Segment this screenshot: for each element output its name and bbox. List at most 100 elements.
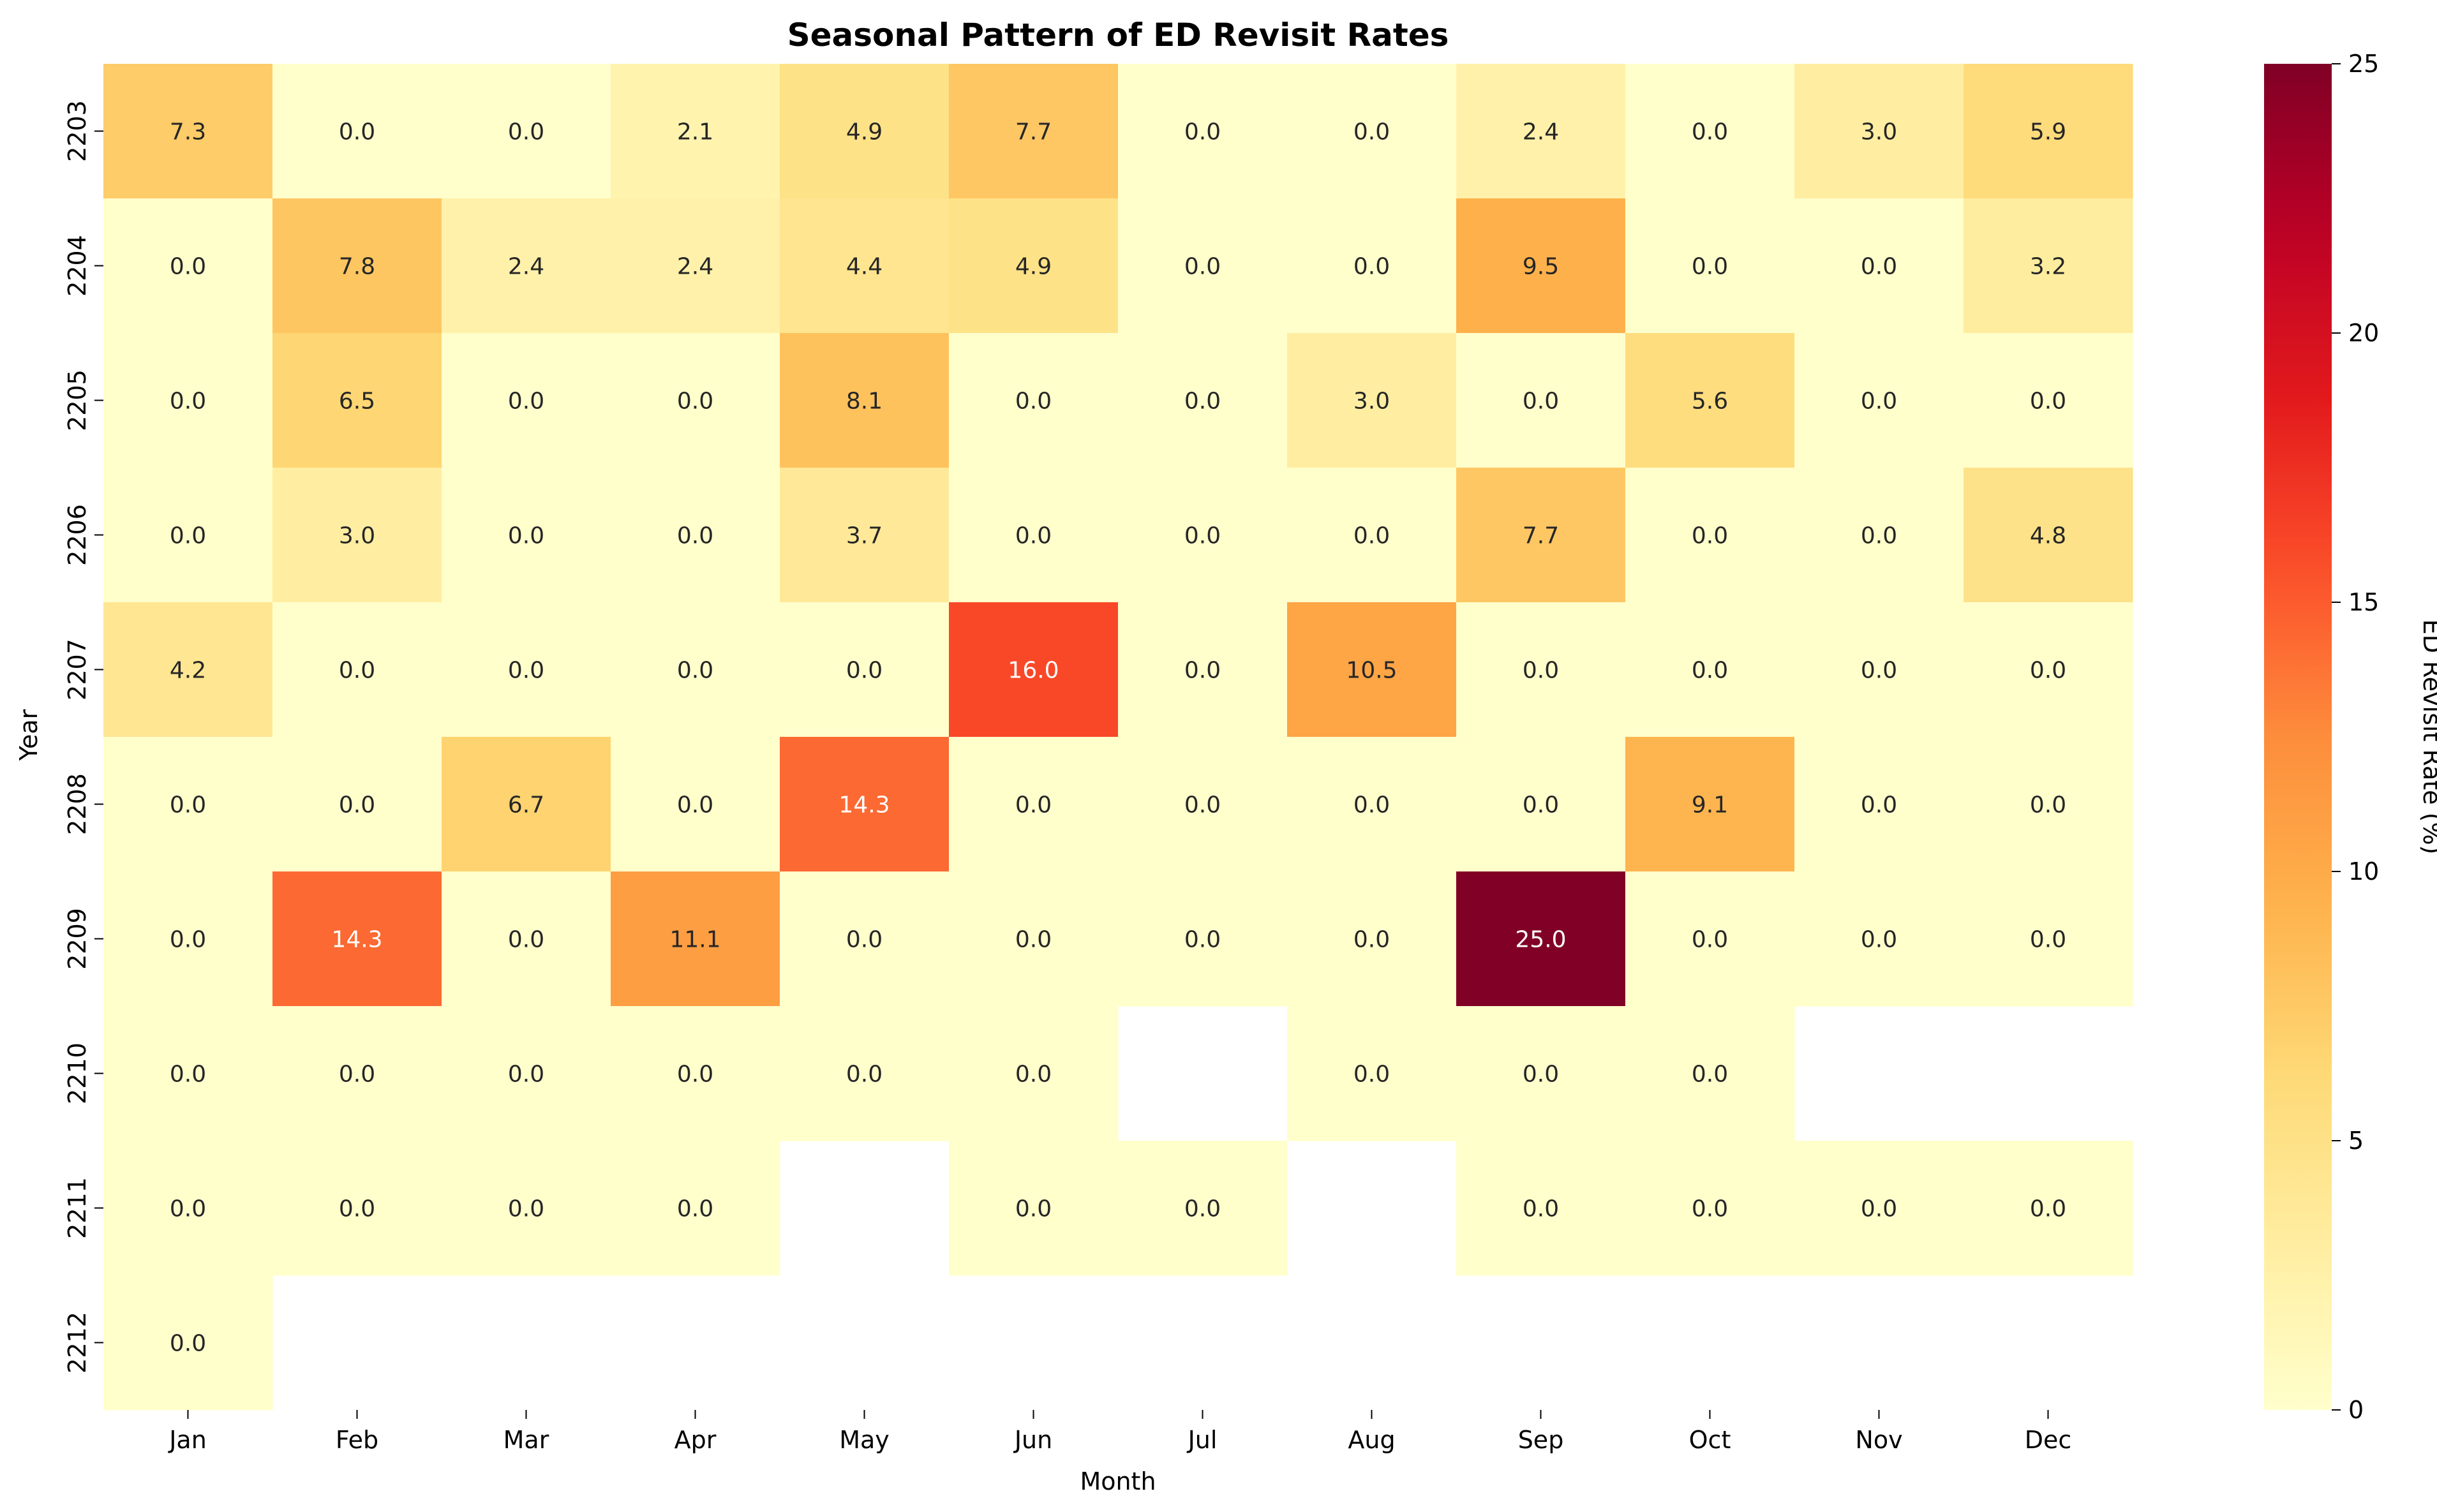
cell-value-label: 0.0 bbox=[170, 254, 206, 280]
cell-value-label: 2.1 bbox=[677, 119, 713, 145]
cell-value-label: 5.6 bbox=[1692, 389, 1728, 415]
cell-value-label: 0.0 bbox=[846, 658, 883, 684]
cell-value-label: 9.1 bbox=[1692, 792, 1728, 819]
cell-value-label: 0.0 bbox=[1015, 389, 1052, 415]
y-tick-label: 2211 bbox=[63, 1177, 91, 1239]
heatmap-cell bbox=[272, 871, 442, 1007]
cell-value-label: 0.0 bbox=[1353, 1062, 1390, 1088]
heatmap-cell bbox=[1118, 602, 1288, 737]
heatmap-cell bbox=[949, 1141, 1119, 1276]
cell-value-label: 0.0 bbox=[1861, 658, 1897, 684]
heatmap-cell bbox=[1456, 871, 1626, 1007]
heatmap-cell bbox=[611, 737, 780, 872]
heatmap-cell bbox=[272, 1006, 442, 1141]
heatmap-cell bbox=[442, 468, 611, 603]
cell-value-label: 0.0 bbox=[1692, 1062, 1728, 1088]
x-tick-label: Sep bbox=[1518, 1426, 1564, 1454]
cell-value-label: 0.0 bbox=[1015, 1062, 1052, 1088]
cell-value-label: 0.0 bbox=[1015, 927, 1052, 953]
x-tick-label: Mar bbox=[503, 1426, 549, 1454]
cell-value-label: 0.0 bbox=[1692, 254, 1728, 280]
heatmap-cells bbox=[103, 64, 2133, 1411]
cell-value-label: 3.0 bbox=[1861, 119, 1897, 145]
x-tick-label: Dec bbox=[2025, 1426, 2072, 1454]
cell-value-label: 0.0 bbox=[1015, 523, 1052, 549]
cell-value-label: 0.0 bbox=[1353, 927, 1390, 953]
heatmap-cell bbox=[1625, 198, 1795, 334]
chart-title: Seasonal Pattern of ED Revisit Rates bbox=[787, 17, 1449, 54]
heatmap-cell bbox=[272, 64, 442, 199]
cell-value-label: 5.9 bbox=[2030, 119, 2066, 145]
x-tick-label: Oct bbox=[1689, 1426, 1731, 1454]
cell-value-label: 0.0 bbox=[339, 658, 375, 684]
cell-value-label: 0.0 bbox=[339, 119, 375, 145]
heatmap-cell bbox=[1287, 468, 1457, 603]
x-tick-label: Nov bbox=[1855, 1426, 1902, 1454]
heatmap-cell bbox=[1794, 602, 1964, 737]
heatmap-cell bbox=[1625, 602, 1795, 737]
heatmap-cell bbox=[1625, 1141, 1795, 1276]
heatmap-cell bbox=[1287, 198, 1457, 334]
cell-value-label: 0.0 bbox=[339, 792, 375, 819]
cell-value-label: 0.0 bbox=[677, 523, 713, 549]
heatmap-cell bbox=[1794, 871, 1964, 1007]
heatmap-cell bbox=[1287, 64, 1457, 199]
cell-value-label: 0.0 bbox=[2030, 658, 2066, 684]
cell-value-label: 0.0 bbox=[508, 389, 544, 415]
heatmap-cell bbox=[611, 333, 780, 468]
heatmap-cell bbox=[949, 602, 1119, 737]
cell-value-label: 0.0 bbox=[1692, 119, 1728, 145]
heatmap-cell bbox=[272, 737, 442, 872]
cell-value-label: 0.0 bbox=[1861, 1196, 1897, 1222]
heatmap-cell bbox=[780, 737, 950, 872]
cell-value-label: 3.0 bbox=[1353, 389, 1390, 415]
heatmap-cell bbox=[1456, 198, 1626, 334]
cell-value-label: 0.0 bbox=[1184, 119, 1221, 145]
x-axis-label: Month bbox=[1080, 1467, 1156, 1495]
cell-value-label: 0.0 bbox=[677, 1196, 713, 1222]
heatmap-cell-labels: 7.3 0.0 0.0 2.1 4.9 7.7 0.0 0.0 2.4 0.0 3.0 5.9 0.0 7… bbox=[170, 119, 2066, 1357]
cell-value-label: 3.2 bbox=[2030, 254, 2066, 280]
cell-value-label: 7.7 bbox=[1523, 523, 1559, 549]
heatmap-cell bbox=[780, 602, 950, 737]
colorbar-tick-label: 25 bbox=[2348, 50, 2379, 78]
cell-value-label: 0.0 bbox=[677, 658, 713, 684]
heatmap-cell bbox=[1794, 468, 1964, 603]
colorbar-label: ED Revisit Rate (%) bbox=[2418, 619, 2437, 855]
cell-value-label: 25.0 bbox=[1515, 927, 1566, 953]
cell-value-label: 7.8 bbox=[339, 254, 375, 280]
cell-value-label: 7.3 bbox=[170, 119, 206, 145]
heatmap-cell bbox=[1964, 64, 2133, 199]
heatmap-cell bbox=[780, 871, 950, 1007]
heatmap-cell bbox=[611, 602, 780, 737]
heatmap-cell bbox=[103, 64, 273, 199]
cell-value-label: 0.0 bbox=[339, 1196, 375, 1222]
cell-value-label: 0.0 bbox=[508, 119, 544, 145]
cell-value-label: 0.0 bbox=[1353, 119, 1390, 145]
heatmap-cell bbox=[103, 1006, 273, 1141]
cell-value-label: 0.0 bbox=[677, 792, 713, 819]
cell-value-label: 0.0 bbox=[1184, 254, 1221, 280]
cell-value-label: 0.0 bbox=[1184, 523, 1221, 549]
colorbar-tick-label: 15 bbox=[2348, 588, 2379, 616]
heatmap-cell bbox=[1625, 333, 1795, 468]
cell-value-label: 9.5 bbox=[1523, 254, 1559, 280]
x-tick-label: Jan bbox=[168, 1426, 207, 1454]
cell-value-label: 3.7 bbox=[846, 523, 883, 549]
colorbar-tick-label: 10 bbox=[2348, 857, 2379, 886]
cell-value-label: 11.1 bbox=[669, 927, 720, 953]
cell-value-label: 0.0 bbox=[170, 1062, 206, 1088]
heatmap-cell bbox=[1118, 871, 1288, 1007]
cell-value-label: 0.0 bbox=[339, 1062, 375, 1088]
cell-value-label: 4.8 bbox=[2030, 523, 2066, 549]
cell-value-label: 0.0 bbox=[1861, 389, 1897, 415]
cell-value-label: 0.0 bbox=[1523, 389, 1559, 415]
heatmap-cell bbox=[949, 1006, 1119, 1141]
heatmap-cell bbox=[1964, 602, 2133, 737]
cell-value-label: 0.0 bbox=[508, 1196, 544, 1222]
cell-value-label: 0.0 bbox=[677, 1062, 713, 1088]
heatmap-cell bbox=[1118, 737, 1288, 872]
cell-value-label: 0.0 bbox=[170, 1331, 206, 1357]
heatmap-cell bbox=[1456, 468, 1626, 603]
heatmap-cell bbox=[1794, 64, 1964, 199]
